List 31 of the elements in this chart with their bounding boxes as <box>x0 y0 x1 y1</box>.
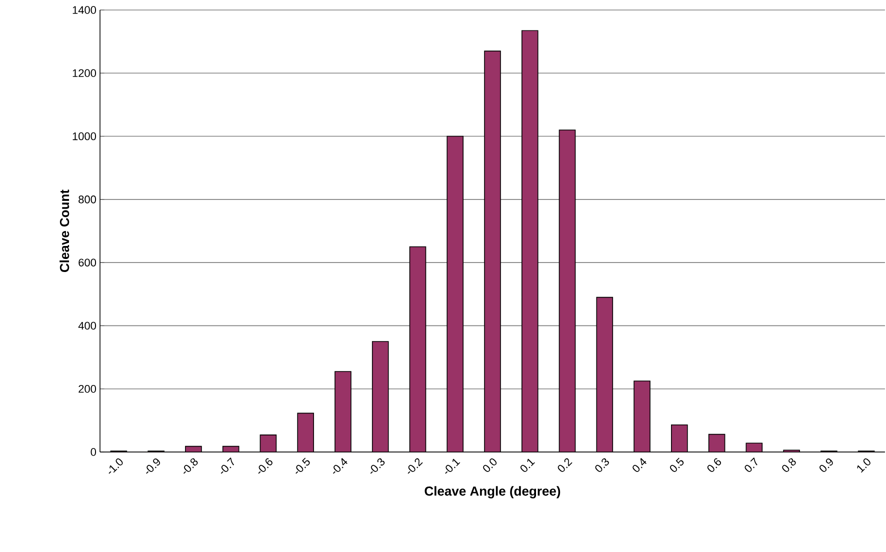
y-tick-label: 1000 <box>72 132 96 140</box>
x-tick-label: 0.2 <box>558 458 572 472</box>
y-tick-label: 1400 <box>72 6 96 14</box>
y-tick-label: 400 <box>78 322 96 330</box>
x-tick-label: -0.6 <box>258 458 272 474</box>
x-tick-label: -1.0 <box>108 458 123 474</box>
y-tick-label: 600 <box>78 258 96 266</box>
x-tick-label: 0.8 <box>782 458 796 472</box>
x-tick-label: 0.1 <box>520 458 535 472</box>
x-tick-label: -0.1 <box>445 458 460 474</box>
x-tick-label: -0.2 <box>408 458 423 474</box>
x-tick-label: 0.4 <box>632 458 646 472</box>
x-tick-label: -0.4 <box>332 458 348 474</box>
x-tick-label: -0.3 <box>370 458 385 474</box>
y-tick-label: 0 <box>90 448 96 456</box>
y-tick-label: 800 <box>78 196 96 204</box>
x-tick-label: -0.5 <box>296 458 310 474</box>
y-axis-title: Cleave Count <box>60 190 70 272</box>
x-tick-label: -0.9 <box>146 458 160 474</box>
x-tick-label: 0.3 <box>595 458 609 472</box>
x-tick-label: -0.8 <box>183 458 198 474</box>
x-axis-title: Cleave Angle (degree) <box>424 486 560 498</box>
x-tick-label: 0.5 <box>670 458 684 472</box>
x-tick-label: 0.6 <box>707 458 722 472</box>
x-tick-label: 0.0 <box>483 458 497 472</box>
y-tick-label: 200 <box>78 384 96 393</box>
x-tick-label: -0.7 <box>220 457 234 474</box>
x-tick-label: 1.0 <box>857 458 870 473</box>
x-tick-label: 0.9 <box>820 458 833 472</box>
y-tick-label: 1200 <box>72 69 96 78</box>
x-tick-label: 0.7 <box>744 457 758 472</box>
